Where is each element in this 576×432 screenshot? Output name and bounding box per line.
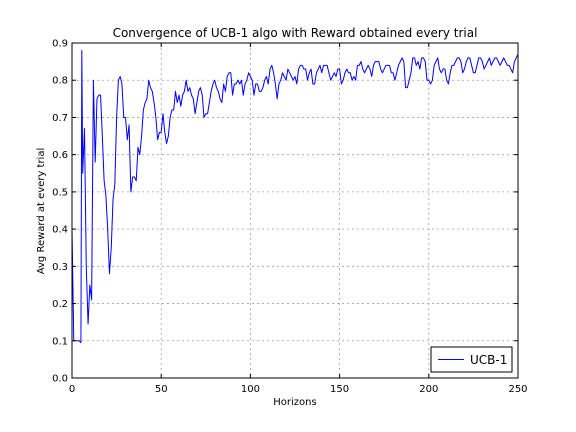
plot-frame xyxy=(71,42,519,379)
y-axis-label: Avg Reward at every trial xyxy=(36,148,47,275)
series-group xyxy=(71,49,519,344)
legend-label-ucb1: UCB-1 xyxy=(470,353,507,367)
y-tick-label: 0.0 xyxy=(52,374,68,385)
legend: UCB-1 xyxy=(430,346,513,373)
y-tick-label: 0.6 xyxy=(52,150,68,161)
y-tick-label: 0.8 xyxy=(52,76,68,87)
x-axis-label: Horizons xyxy=(273,397,316,408)
plot-area xyxy=(72,43,518,378)
series-line-ucb1 xyxy=(71,49,519,344)
x-tick-label: 50 xyxy=(155,384,168,395)
y-tick-label: 0.4 xyxy=(52,225,68,236)
x-tick-label: 150 xyxy=(330,384,349,395)
y-tick-label: 0.7 xyxy=(52,113,68,124)
grid-lines xyxy=(72,43,518,378)
y-tick-label: 0.3 xyxy=(52,262,68,273)
chart-title: Convergence of UCB-1 algo with Reward ob… xyxy=(113,26,478,40)
x-tick-label: 250 xyxy=(508,384,527,395)
ticks-group: 0 50 100 150 200 250 0.0 0.1 0.2 0.3 0.4 0.5 0.6 0.7 0… xyxy=(52,39,527,396)
y-tick-label: 0.2 xyxy=(52,299,68,310)
y-tick-label: 0.9 xyxy=(52,39,68,50)
x-tick-label: 200 xyxy=(419,384,438,395)
x-tick-label: 100 xyxy=(241,384,260,395)
y-tick-label: 0.5 xyxy=(52,187,68,198)
x-tick-label: 0 xyxy=(69,384,75,395)
y-tick-label: 0.1 xyxy=(52,336,68,347)
